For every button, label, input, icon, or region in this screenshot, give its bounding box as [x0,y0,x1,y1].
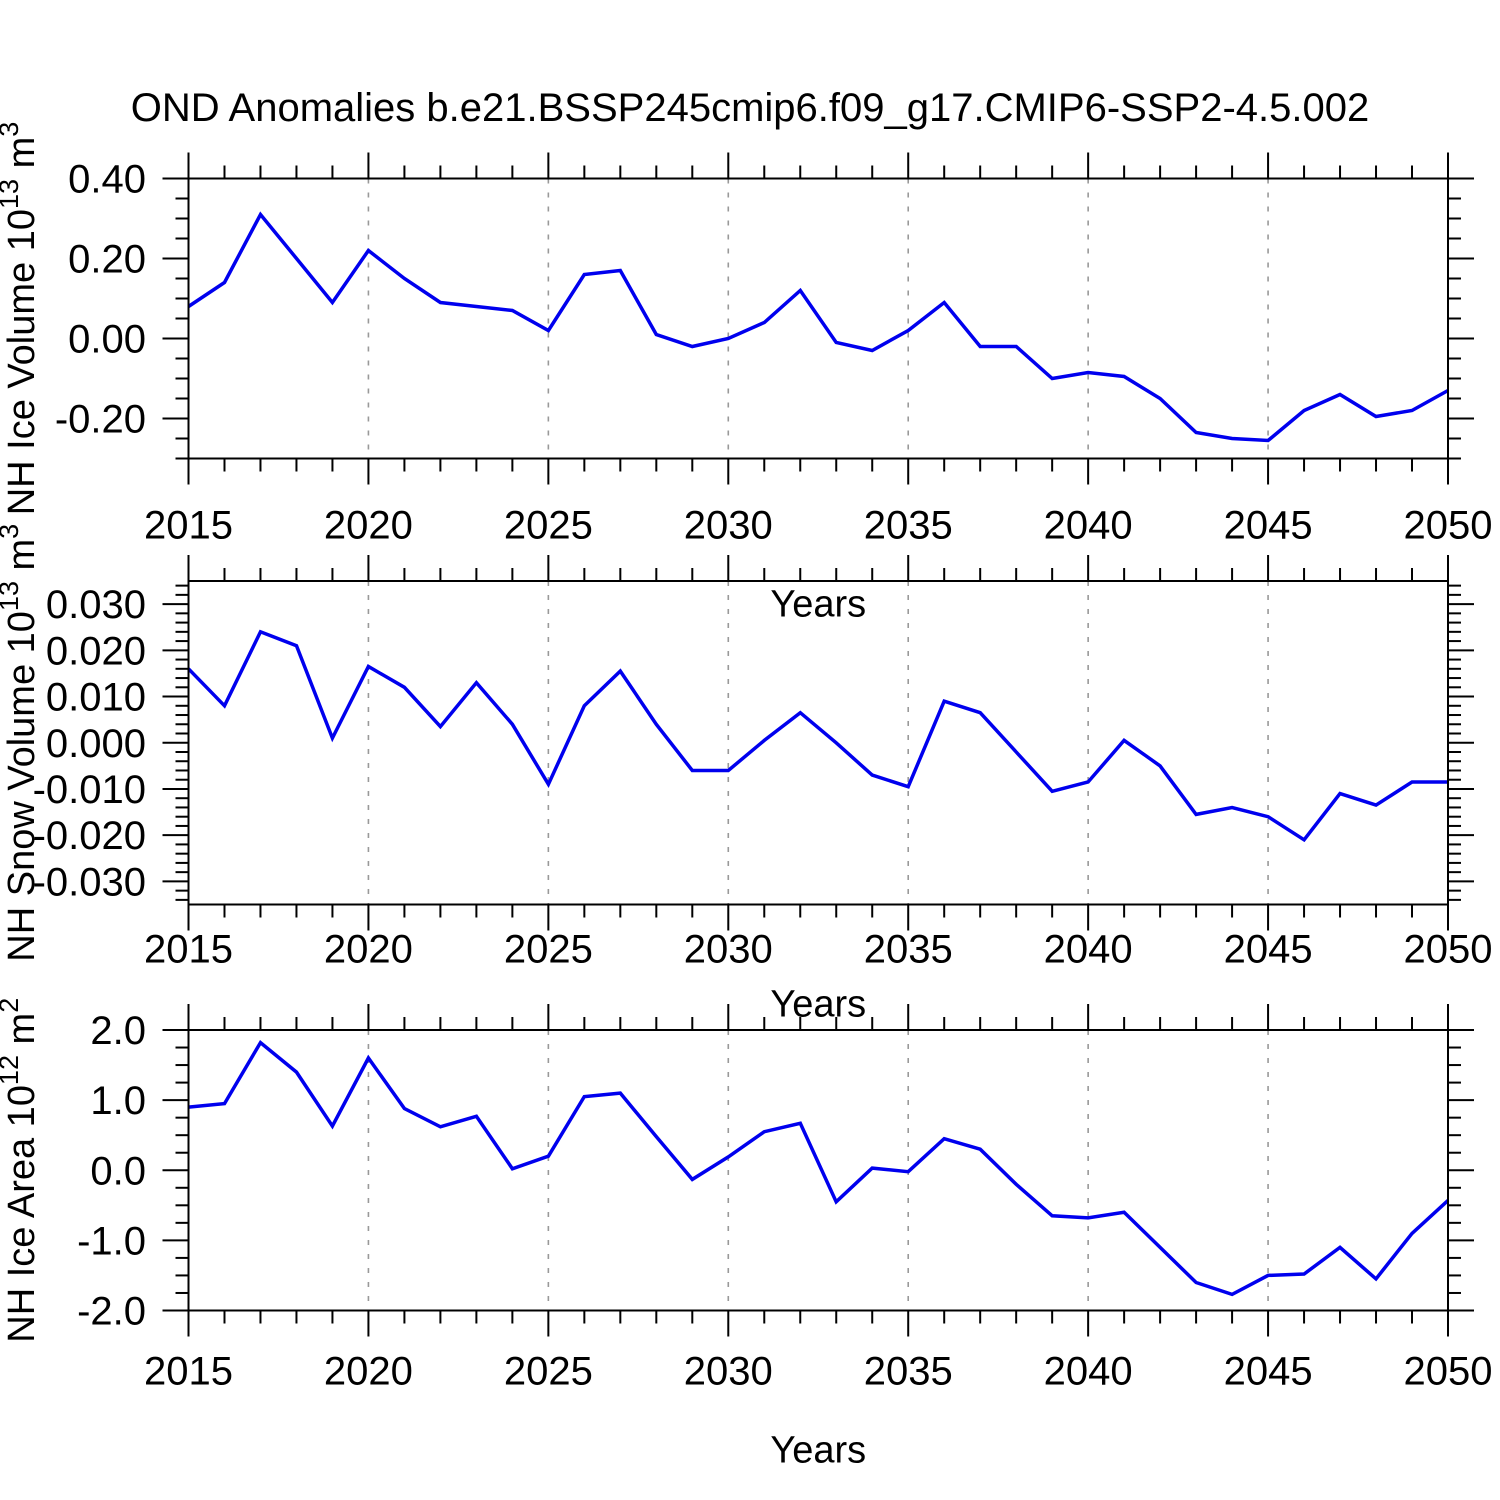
x-tick-label: 2025 [504,1350,593,1394]
x-axis-title: Years [770,1430,866,1472]
series-line-nh-snow-volume [187,629,1448,843]
x-tick-label: 2015 [144,1350,233,1394]
x-tick-label: 2050 [1404,1350,1493,1394]
y-tick-label: 0.40 [68,158,146,202]
x-tick-label: 2035 [864,928,953,972]
x-tick-label: 2045 [1224,504,1313,548]
x-tick-label: 2025 [504,504,593,548]
ticks-nh-ice-volume [162,152,1474,485]
plot-box-nh-snow-volume [187,580,1449,906]
y-tick-label: -0.20 [55,398,146,442]
x-tick-label: 2045 [1224,928,1313,972]
ticks-nh-snow-volume [162,555,1474,931]
x-tick-label: 2040 [1044,1350,1133,1394]
x-tick-label: 2040 [1044,928,1133,972]
x-tick-label: 2030 [684,928,773,972]
y-tick-label: 2.0 [90,1009,146,1053]
x-axis-title: Years [770,584,866,626]
x-tick-label: 2040 [1044,504,1133,548]
ticks-nh-ice-area [162,1004,1474,1337]
y-tick-label: 1.0 [90,1079,146,1123]
y-tick-label: -0.010 [33,768,146,812]
x-tick-label: 2020 [324,928,413,972]
y-tick-label: -0.020 [33,814,146,858]
y-tick-label: 0.030 [46,583,146,627]
y-tick-label: -1.0 [77,1219,146,1263]
y-tick-label: 0.000 [46,722,146,766]
panel-nh-ice-area: 2.0 1.0 0.0 -1.0 -2.0 2015 2020 2025 2030 2035 204… [0,998,1492,1472]
series-line-nh-ice-volume [187,211,1449,443]
panel-nh-ice-volume: 0.40 0.20 0.00 -0.20 2015 2020 2025 2030 2035 204… [0,122,1492,626]
series-line-nh-ice-area [188,1039,1450,1297]
x-tick-label: 2015 [144,504,233,548]
chart-title: OND Anomalies b.e21.BSSP245cmip6.f09_g17… [130,86,1370,130]
x-tick-label: 2025 [504,928,593,972]
y-tick-label: -2.0 [77,1290,146,1334]
x-tick-label: 2050 [1404,504,1493,548]
y-axis-title-nh-snow-volume: NH Snow Volume 1013 m3 [0,524,43,962]
x-tick-label: 2035 [864,504,953,548]
y-tick-label: 0.0 [90,1149,146,1193]
x-tick-label: 2020 [324,1350,413,1394]
x-tick-label: 2015 [144,928,233,972]
y-tick-label: 0.010 [46,676,146,720]
x-tick-label: 2035 [864,1350,953,1394]
y-tick-label: 0.20 [68,238,146,282]
x-tick-label: 2030 [684,1350,773,1394]
x-tick-label: 2020 [324,504,413,548]
y-axis-title-nh-ice-volume: NH Ice Volume 1013 m3 [0,122,43,516]
x-tick-label: 2045 [1224,1350,1313,1394]
x-axis-title: Years [770,984,866,1026]
y-axis-title-nh-ice-area: NH Ice Area 1012 m2 [0,998,43,1343]
y-tick-label: 0.020 [46,629,146,673]
y-tick-label: -0.030 [33,860,146,904]
y-tick-label: 0.00 [68,318,146,362]
x-tick-label: 2050 [1404,928,1493,972]
x-tick-label: 2030 [684,504,773,548]
